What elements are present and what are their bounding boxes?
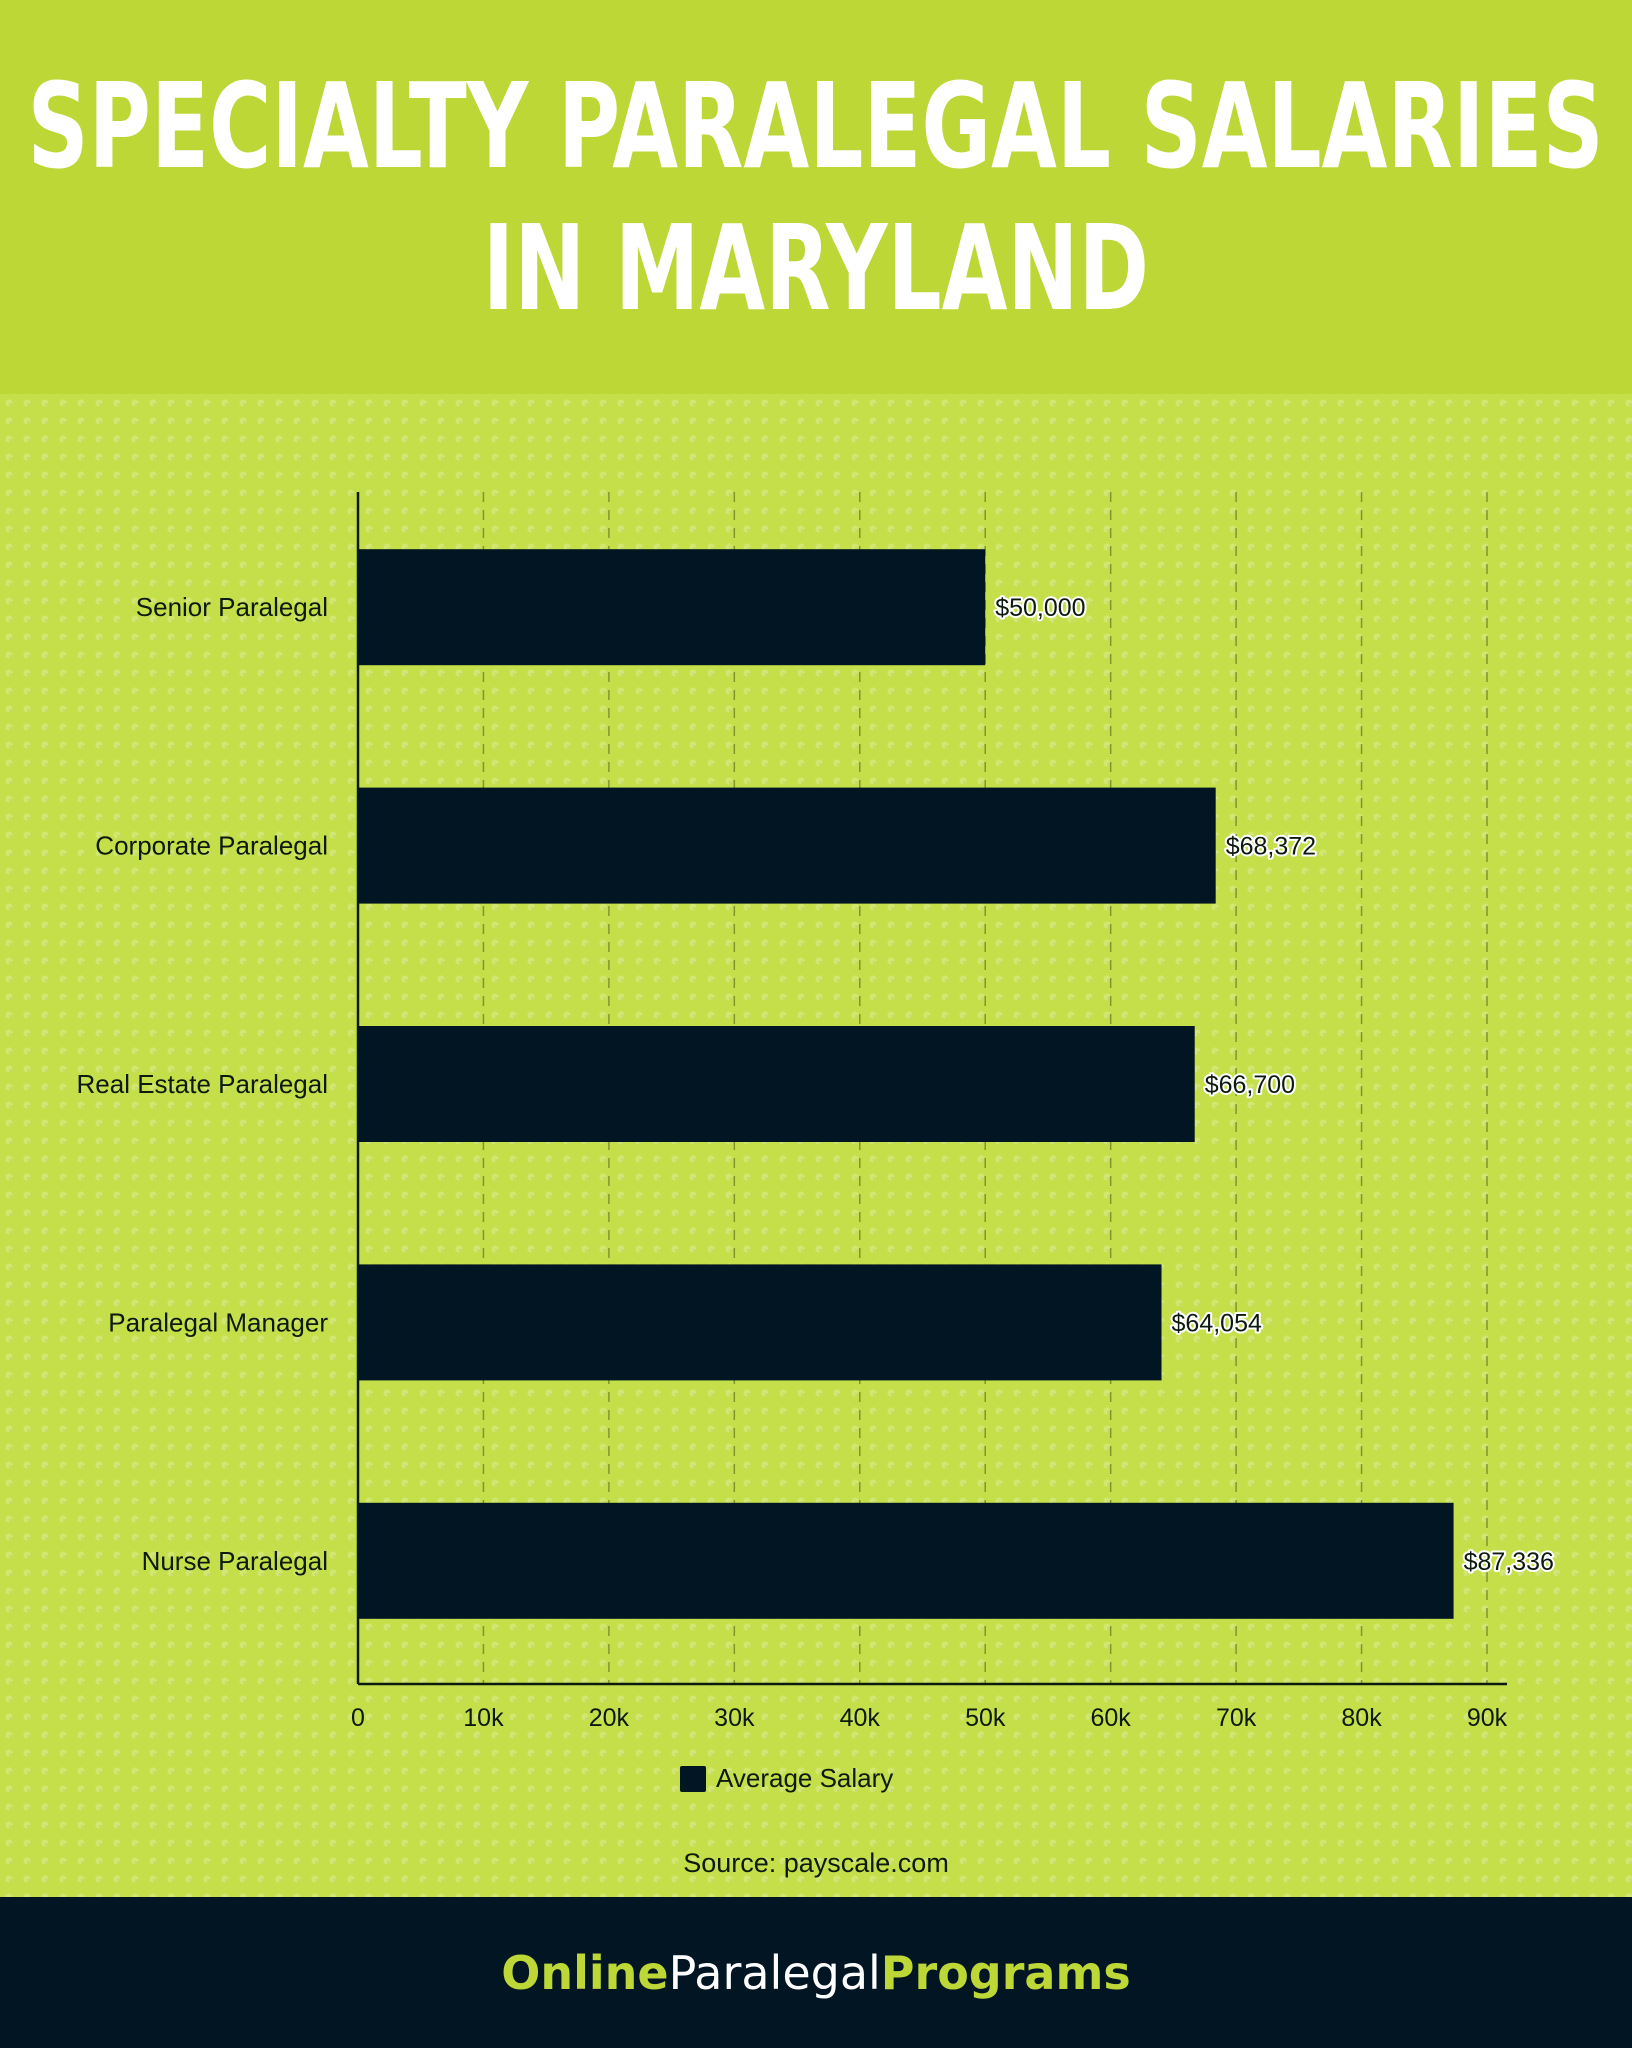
x-tick-label: 10k bbox=[463, 1704, 504, 1732]
brand-paralegal: Paralegal bbox=[668, 1945, 881, 2000]
brand-programs: Programs bbox=[880, 1945, 1131, 2000]
legend-label: Average Salary bbox=[716, 1763, 894, 1793]
brand-logo: OnlineParalegalPrograms bbox=[501, 1946, 1131, 2000]
x-tick-label: 60k bbox=[1091, 1704, 1132, 1732]
x-tick-label: 20k bbox=[589, 1704, 630, 1732]
x-tick-label: 90k bbox=[1467, 1704, 1508, 1732]
page-title-line-1: SPECIALTY PARALEGAL SALARIES bbox=[27, 57, 1605, 195]
data-label: $68,372 bbox=[1226, 833, 1316, 861]
source-note: Source: payscale.com bbox=[683, 1848, 949, 1878]
x-tick-label: 40k bbox=[840, 1704, 881, 1732]
data-label: $50,000 bbox=[995, 594, 1085, 622]
header-banner: SPECIALTY PARALEGAL SALARIES IN MARYLAND bbox=[0, 0, 1632, 394]
bar bbox=[358, 1502, 1454, 1619]
x-tick-label: 80k bbox=[1341, 1704, 1382, 1732]
brand-online: Online bbox=[501, 1945, 669, 2000]
category-label: Senior Paralegal bbox=[136, 592, 328, 622]
page-title-line-2: IN MARYLAND bbox=[482, 199, 1150, 337]
x-tick-label: 50k bbox=[965, 1704, 1006, 1732]
footer-bar: OnlineParalegalPrograms bbox=[0, 1897, 1632, 2048]
category-label: Corporate Paralegal bbox=[95, 831, 328, 861]
x-tick-label: 30k bbox=[714, 1704, 755, 1732]
category-label: Nurse Paralegal bbox=[142, 1546, 328, 1576]
bar bbox=[358, 549, 986, 666]
x-tick-label: 70k bbox=[1216, 1704, 1257, 1732]
chart-legend: Average Salary bbox=[680, 1763, 893, 1794]
category-label: Real Estate Paralegal bbox=[77, 1069, 328, 1099]
x-tick-label: 0 bbox=[351, 1704, 365, 1732]
bar-chart: Senior Paralegal $50,000 Corporate Paraleg… bbox=[77, 492, 1556, 1732]
data-label: $66,700 bbox=[1205, 1071, 1295, 1099]
legend-swatch bbox=[680, 1765, 706, 1792]
data-label: $87,336 bbox=[1464, 1548, 1554, 1576]
bar bbox=[358, 1026, 1195, 1142]
data-label: $64,054 bbox=[1172, 1309, 1262, 1337]
category-label: Paralegal Manager bbox=[108, 1307, 328, 1337]
bar bbox=[358, 787, 1216, 904]
bar bbox=[358, 1264, 1162, 1381]
